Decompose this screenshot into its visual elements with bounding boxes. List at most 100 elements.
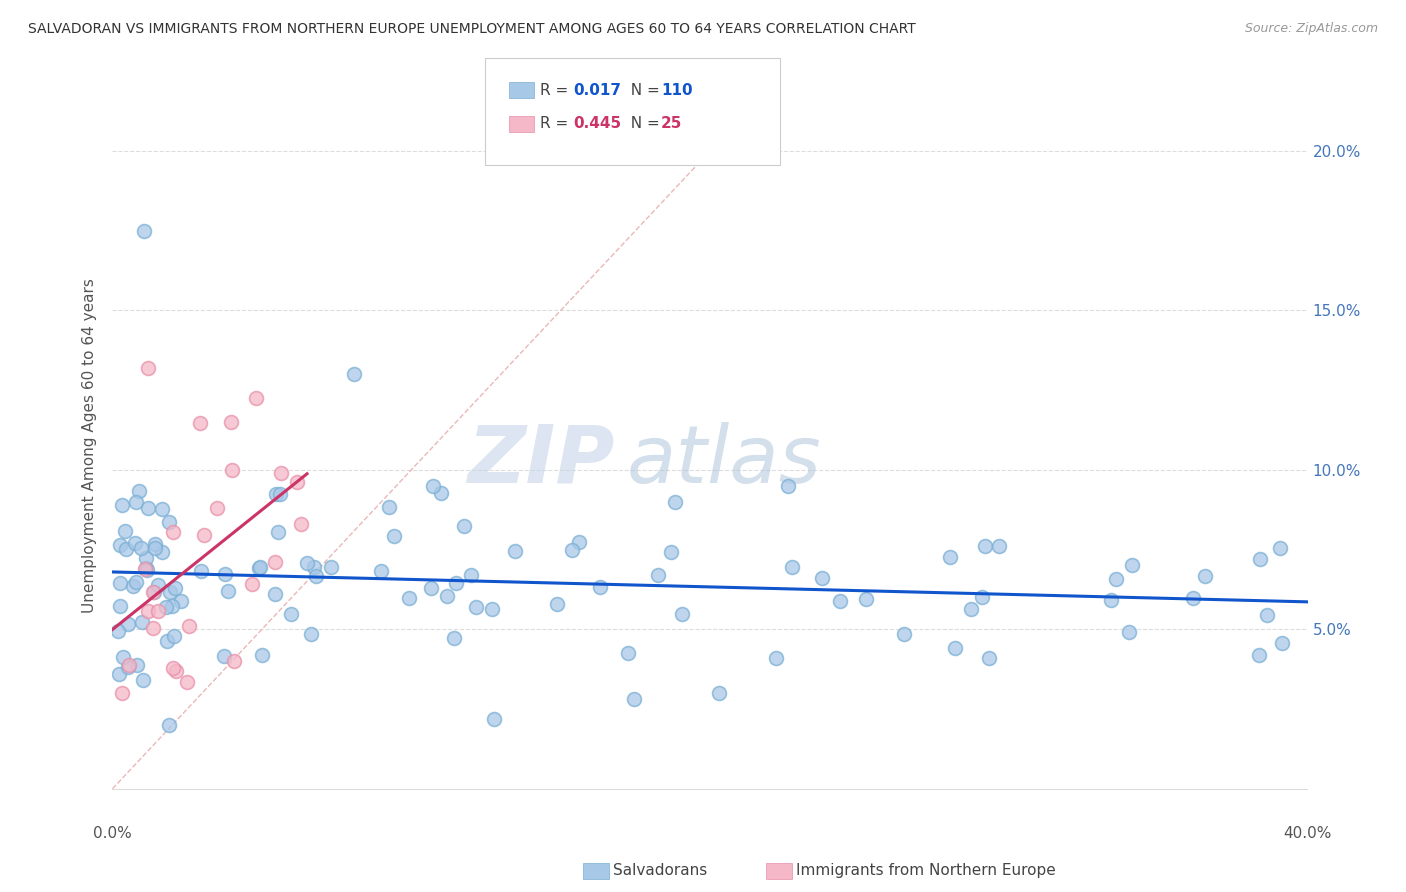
Point bbox=[778, 479, 800, 493]
Point bbox=[135, 551, 157, 566]
Point bbox=[828, 594, 851, 608]
Point bbox=[377, 500, 399, 515]
Point bbox=[157, 718, 180, 732]
Point bbox=[217, 583, 239, 598]
Point bbox=[295, 557, 318, 571]
Point bbox=[568, 535, 591, 549]
Text: R =: R = bbox=[540, 117, 574, 131]
Point bbox=[1118, 624, 1140, 639]
Point bbox=[623, 692, 645, 706]
Point bbox=[1182, 591, 1205, 606]
Point bbox=[176, 674, 198, 689]
Y-axis label: Unemployment Among Ages 60 to 64 years: Unemployment Among Ages 60 to 64 years bbox=[82, 278, 97, 614]
Point bbox=[382, 529, 405, 543]
Point bbox=[135, 561, 157, 575]
Point bbox=[188, 416, 211, 430]
Point bbox=[142, 584, 165, 599]
Point bbox=[546, 597, 568, 611]
Point bbox=[165, 665, 187, 679]
Point bbox=[245, 391, 267, 405]
Point bbox=[193, 528, 215, 542]
Point bbox=[398, 591, 420, 606]
Text: atlas: atlas bbox=[627, 422, 821, 500]
Point bbox=[443, 631, 465, 645]
Point bbox=[162, 660, 184, 674]
Point bbox=[250, 648, 273, 662]
Text: Salvadorans: Salvadorans bbox=[613, 863, 707, 878]
Point bbox=[970, 590, 993, 604]
Point bbox=[1105, 572, 1128, 586]
Point bbox=[436, 589, 458, 603]
Point bbox=[222, 654, 245, 668]
Point bbox=[893, 627, 915, 641]
Point bbox=[855, 592, 877, 607]
Point bbox=[221, 463, 243, 477]
Point bbox=[1247, 648, 1270, 663]
Point bbox=[157, 515, 180, 529]
Point bbox=[1268, 541, 1291, 555]
Point bbox=[370, 564, 392, 578]
Point bbox=[131, 615, 153, 629]
Point bbox=[136, 501, 159, 516]
Point bbox=[159, 584, 181, 599]
Point bbox=[110, 538, 132, 552]
Text: N =: N = bbox=[621, 83, 665, 97]
Point bbox=[977, 651, 1000, 665]
Point bbox=[264, 487, 287, 501]
Point bbox=[143, 585, 166, 599]
Point bbox=[214, 566, 236, 581]
Text: 0.017: 0.017 bbox=[574, 83, 621, 97]
Point bbox=[460, 568, 482, 582]
Point bbox=[111, 686, 134, 700]
Point bbox=[503, 544, 526, 558]
Point bbox=[269, 486, 291, 500]
Point bbox=[974, 540, 997, 554]
Point bbox=[302, 559, 325, 574]
Point bbox=[107, 624, 129, 639]
Point bbox=[156, 633, 179, 648]
Point bbox=[146, 578, 169, 592]
Point bbox=[115, 541, 138, 556]
Text: SALVADORAN VS IMMIGRANTS FROM NORTHERN EUROPE UNEMPLOYMENT AMONG AGES 60 TO 64 Y: SALVADORAN VS IMMIGRANTS FROM NORTHERN E… bbox=[28, 22, 915, 37]
Text: 25: 25 bbox=[661, 117, 682, 131]
Point bbox=[1256, 607, 1278, 622]
Point bbox=[430, 486, 453, 500]
Point bbox=[136, 563, 159, 577]
Point bbox=[108, 667, 131, 681]
Point bbox=[319, 560, 342, 574]
Point bbox=[111, 499, 134, 513]
Point bbox=[118, 657, 141, 672]
Point bbox=[136, 360, 159, 375]
Point bbox=[280, 607, 302, 622]
Point bbox=[212, 649, 235, 664]
Point bbox=[240, 577, 263, 591]
Point bbox=[765, 651, 787, 665]
Point bbox=[124, 536, 146, 550]
Text: N =: N = bbox=[621, 117, 665, 131]
Point bbox=[959, 601, 981, 615]
Point bbox=[108, 575, 131, 590]
Point bbox=[190, 564, 212, 578]
Point bbox=[112, 649, 135, 664]
Point bbox=[464, 599, 486, 614]
Text: R =: R = bbox=[540, 83, 574, 97]
Point bbox=[162, 524, 184, 539]
Point bbox=[160, 599, 183, 614]
Point bbox=[124, 495, 146, 509]
Point bbox=[482, 712, 505, 726]
Point bbox=[108, 599, 131, 614]
Point bbox=[143, 541, 166, 555]
Text: 110: 110 bbox=[661, 83, 692, 97]
Text: ZIP: ZIP bbox=[467, 422, 614, 500]
Point bbox=[617, 646, 640, 660]
Text: 0.445: 0.445 bbox=[574, 117, 621, 131]
Point bbox=[664, 495, 686, 509]
Point bbox=[444, 575, 467, 590]
Point bbox=[659, 545, 682, 559]
Point bbox=[264, 587, 287, 601]
Point bbox=[142, 621, 165, 635]
Point bbox=[1249, 552, 1271, 566]
Point bbox=[481, 601, 503, 615]
Point bbox=[453, 519, 475, 533]
Point bbox=[134, 562, 156, 576]
